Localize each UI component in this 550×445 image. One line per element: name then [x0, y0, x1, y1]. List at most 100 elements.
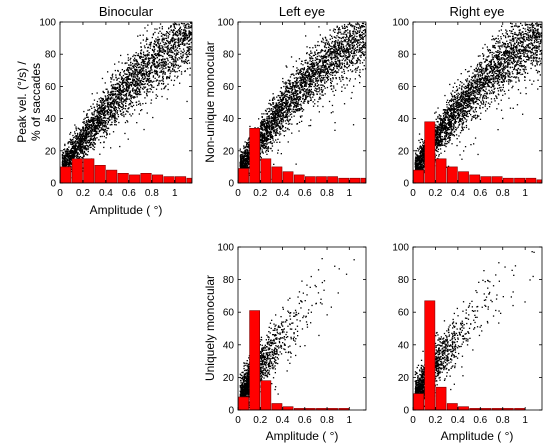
scatter-point [363, 35, 366, 38]
scatter-point [145, 71, 148, 73]
scatter-point [189, 48, 191, 50]
scatter-point [352, 48, 354, 50]
scatter-point [61, 164, 64, 166]
scatter-point [138, 63, 140, 66]
scatter-point [82, 143, 84, 146]
scatter-point [272, 93, 274, 95]
scatter-point [178, 41, 180, 43]
scatter-point [327, 63, 329, 65]
scatter-point [136, 104, 138, 106]
scatter-point [247, 145, 249, 148]
scatter-point [172, 40, 174, 42]
scatter-point [260, 123, 262, 125]
scatter-point [145, 63, 147, 65]
scatter-point [163, 58, 165, 60]
scatter-point [61, 158, 64, 160]
scatter-point [279, 96, 281, 99]
scatter-point [314, 89, 316, 91]
scatter-point [359, 69, 361, 71]
scatter-point [85, 148, 87, 150]
scatter-point [285, 100, 287, 102]
scatter-point [117, 86, 119, 88]
scatter-point [112, 131, 115, 133]
scatter-point [173, 29, 175, 31]
scatter-point [153, 53, 156, 55]
scatter-point [133, 96, 135, 98]
scatter-point [135, 52, 137, 54]
scatter-point [73, 152, 75, 154]
scatter-point [165, 67, 167, 69]
scatter-point [118, 104, 121, 106]
scatter-point [364, 30, 367, 33]
scatter-point [122, 88, 124, 91]
scatter-point [245, 145, 247, 148]
scatter-point [344, 66, 346, 68]
scatter-point [132, 89, 134, 91]
scatter-point [261, 116, 263, 118]
scatter-point [122, 105, 124, 107]
scatter-point [312, 60, 314, 62]
scatter-point [316, 70, 318, 72]
scatter-point [95, 126, 97, 128]
scatter-point [134, 90, 136, 92]
scatter-point [88, 139, 90, 142]
scatter-point [174, 41, 177, 44]
scatter-point [86, 114, 88, 116]
scatter-point [86, 122, 89, 124]
scatter-point [135, 101, 138, 103]
scatter-point [102, 119, 105, 122]
scatter-point [350, 62, 352, 64]
scatter-point [138, 100, 140, 102]
scatter-point [114, 121, 116, 124]
scatter-point [118, 88, 120, 90]
scatter-point [116, 83, 118, 86]
scatter-point [127, 57, 130, 59]
scatter-point [279, 100, 281, 102]
scatter-point [79, 142, 81, 145]
scatter-point [111, 118, 113, 120]
scatter-point [303, 93, 305, 95]
scatter-point [108, 108, 110, 110]
scatter-point [98, 110, 100, 112]
scatter-point [289, 87, 291, 90]
scatter-point [85, 122, 87, 124]
scatter-point [106, 106, 108, 108]
scatter-point [173, 84, 175, 86]
scatter-point [113, 79, 115, 81]
scatter-point [348, 43, 350, 45]
scatter-point [295, 110, 298, 112]
scatter-point [111, 115, 114, 117]
scatter-point [270, 123, 272, 125]
scatter-point [174, 61, 176, 63]
scatter-point [84, 148, 86, 150]
scatter-point [118, 85, 121, 87]
scatter-point [101, 103, 103, 105]
scatter-point [131, 74, 133, 76]
scatter-point [120, 90, 122, 92]
scatter-point [113, 93, 115, 96]
scatter-point [76, 140, 78, 142]
scatter-point [146, 43, 148, 45]
scatter-point [129, 95, 132, 97]
scatter-point [345, 52, 347, 54]
scatter-point [324, 49, 327, 51]
scatter-point [94, 116, 96, 118]
scatter-point [265, 113, 267, 115]
scatter-point [143, 78, 145, 80]
scatter-point [315, 53, 317, 56]
scatter-point [134, 71, 136, 73]
scatter-point [104, 126, 106, 128]
scatter-point [333, 87, 335, 89]
scatter-point [143, 128, 145, 131]
scatter-point [181, 61, 183, 63]
scatter-point [69, 149, 72, 151]
scatter-point [105, 99, 107, 101]
scatter-point [126, 77, 128, 79]
scatter-point [321, 49, 323, 51]
scatter-point [179, 43, 182, 45]
scatter-point [86, 141, 88, 144]
scatter-point [274, 122, 276, 124]
scatter-point [131, 81, 133, 83]
scatter-point [128, 104, 130, 106]
scatter-point [172, 61, 174, 63]
